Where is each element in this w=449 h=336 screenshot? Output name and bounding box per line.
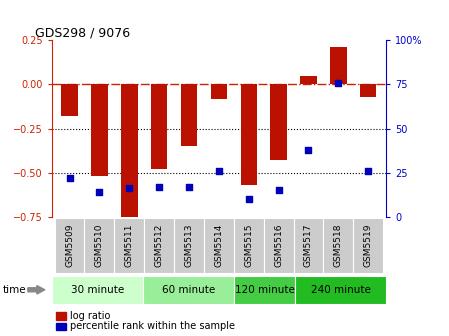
Point (155, 184, 163, 190)
Text: GSM5513: GSM5513 (185, 223, 194, 267)
Text: time: time (2, 285, 26, 295)
Text: percentile rank within the sample: percentile rank within the sample (70, 321, 234, 331)
Bar (84, 218, 114, 273)
Bar (295, 276, 386, 304)
Bar (52, 276, 143, 304)
Bar (211, 84, 227, 98)
Point (305, 147, 312, 153)
Bar (174, 218, 204, 273)
Text: GSM5516: GSM5516 (274, 223, 283, 267)
Text: GSM5519: GSM5519 (364, 223, 373, 267)
Text: GSM5512: GSM5512 (154, 223, 163, 267)
Bar (360, 84, 376, 97)
Bar (91, 84, 108, 176)
Bar (62, 84, 78, 116)
Bar (143, 276, 234, 304)
Bar (181, 84, 197, 146)
Text: GSM5509: GSM5509 (65, 223, 74, 267)
Text: log ratio: log ratio (70, 311, 110, 321)
Text: GSM5514: GSM5514 (214, 223, 224, 267)
Text: 30 minute: 30 minute (70, 285, 124, 295)
Text: 240 minute: 240 minute (311, 285, 370, 295)
Bar (151, 84, 167, 169)
Text: 60 minute: 60 minute (162, 285, 215, 295)
Bar (270, 84, 287, 160)
Point (215, 168, 222, 173)
Bar (300, 76, 317, 84)
Bar (204, 218, 234, 273)
Text: GSM5515: GSM5515 (244, 223, 253, 267)
Bar (114, 218, 144, 273)
Bar (234, 218, 264, 273)
Bar (323, 218, 353, 273)
Bar (353, 218, 383, 273)
Text: GSM5511: GSM5511 (125, 223, 134, 267)
Text: GDS298 / 9076: GDS298 / 9076 (35, 26, 130, 39)
Bar (294, 218, 323, 273)
Text: GSM5510: GSM5510 (95, 223, 104, 267)
Bar (144, 218, 174, 273)
Point (275, 187, 282, 193)
Point (96, 190, 103, 195)
Point (365, 168, 372, 173)
Point (335, 80, 342, 85)
Text: 120 minute: 120 minute (234, 285, 295, 295)
Point (185, 184, 193, 190)
Bar (121, 84, 137, 217)
Bar (241, 84, 257, 185)
Bar (55, 218, 84, 273)
Point (245, 196, 252, 202)
Point (66, 175, 73, 181)
Bar (264, 218, 294, 273)
Text: GSM5518: GSM5518 (334, 223, 343, 267)
Text: GSM5517: GSM5517 (304, 223, 313, 267)
Bar (234, 276, 295, 304)
Point (126, 186, 133, 191)
Bar (330, 47, 347, 84)
